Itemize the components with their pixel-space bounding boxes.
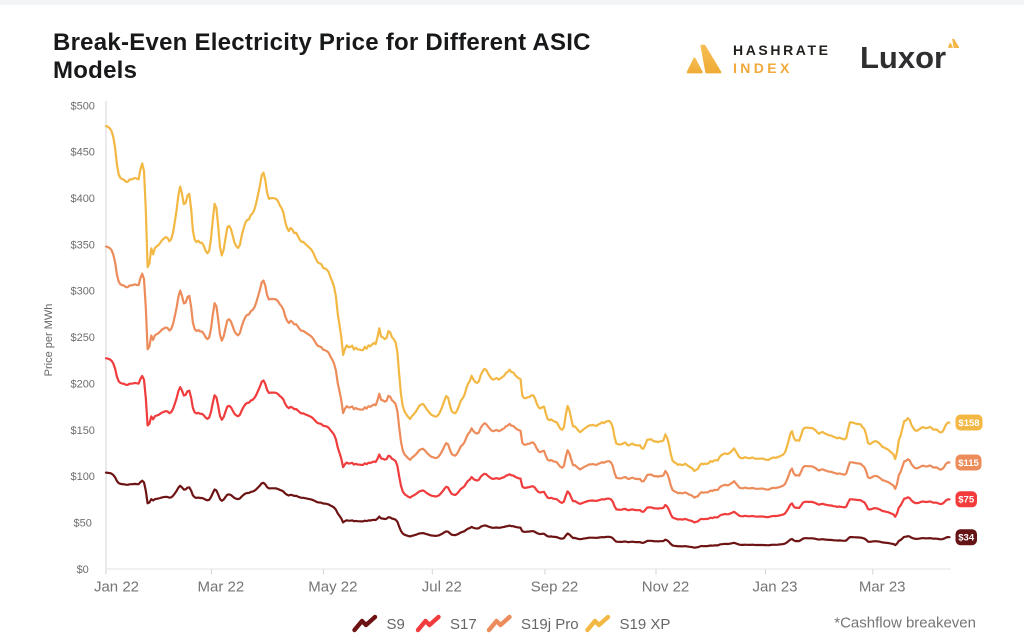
svg-text:Nov 22: Nov 22: [642, 579, 690, 596]
svg-text:Mar 22: Mar 22: [198, 579, 245, 596]
svg-text:$250: $250: [70, 332, 94, 344]
svg-text:Jul 22: Jul 22: [422, 579, 462, 596]
svg-text:$0: $0: [77, 564, 89, 576]
svg-text:Sep 22: Sep 22: [531, 579, 579, 596]
svg-text:Jan 23: Jan 23: [752, 579, 797, 596]
svg-text:$450: $450: [70, 147, 94, 159]
svg-text:$350: $350: [70, 239, 94, 251]
svg-text:$158: $158: [958, 418, 979, 429]
svg-text:Price per MWh: Price per MWh: [43, 304, 55, 377]
svg-text:$34: $34: [958, 533, 975, 544]
svg-text:S19j Pro: S19j Pro: [521, 616, 579, 633]
svg-text:$500: $500: [70, 100, 94, 112]
svg-text:$300: $300: [70, 286, 94, 298]
svg-text:May 22: May 22: [308, 579, 357, 596]
svg-text:$400: $400: [70, 193, 94, 205]
svg-text:S9: S9: [387, 616, 405, 633]
svg-text:$75: $75: [958, 495, 975, 506]
svg-text:$100: $100: [70, 471, 94, 483]
svg-text:$50: $50: [74, 517, 92, 529]
svg-text:$115: $115: [958, 458, 979, 469]
svg-text:Mar 23: Mar 23: [859, 579, 906, 596]
svg-text:S17: S17: [450, 616, 477, 633]
svg-text:$150: $150: [70, 425, 94, 437]
svg-text:*Cashflow breakeven: *Cashflow breakeven: [834, 615, 976, 632]
svg-text:S19 XP: S19 XP: [620, 616, 671, 633]
svg-text:$200: $200: [70, 378, 94, 390]
svg-text:Jan 22: Jan 22: [94, 579, 139, 596]
